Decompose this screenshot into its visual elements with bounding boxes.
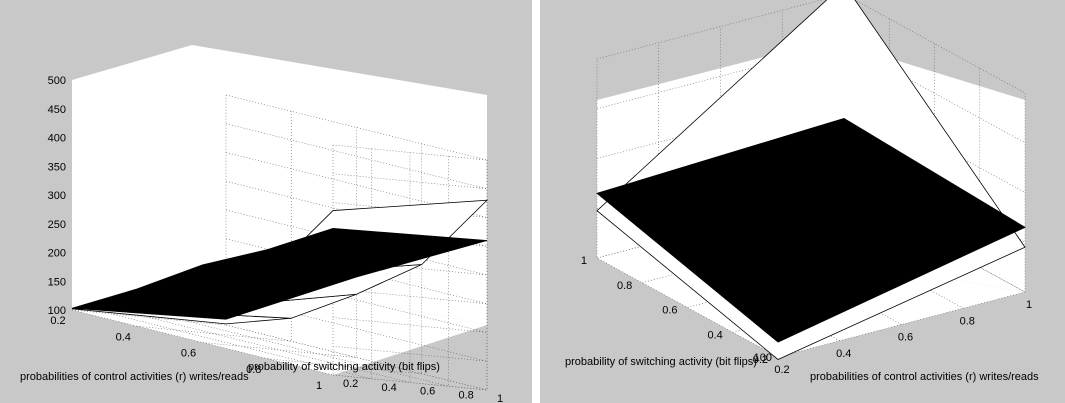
z-tick-label: 500	[48, 75, 66, 87]
x-tick-label: 1	[316, 380, 322, 392]
z-tick-label: 100	[48, 305, 66, 317]
z-tick-label: 200	[48, 248, 66, 260]
x-tick-label: 0.4	[836, 348, 851, 360]
right-plot-y-axis-label: probability of switching activity (bit f…	[565, 356, 757, 368]
x-gridline	[332, 160, 488, 391]
x-tick-label: 0.8	[960, 315, 975, 327]
z-gridline	[225, 123, 488, 190]
z-gridline	[225, 295, 488, 362]
z-tick-label: 400	[754, 203, 772, 215]
z-tick-label: 300	[48, 190, 66, 202]
x-gridline	[267, 143, 423, 375]
x-gridline	[71, 95, 227, 326]
x-tick-label: 0.4	[116, 331, 131, 343]
z-tick-label: 350	[48, 161, 66, 173]
y-tick-label: 0.8	[459, 389, 474, 401]
right-3d-plot-panel: 100 200 300 400 500 0.2 0.4 0.6 0.8 1 0.2 0.4 0.6 0.8…	[540, 0, 1065, 403]
surface-1-patch	[267, 227, 488, 260]
y-tick-label: 0.4	[707, 329, 722, 341]
x-tick-label: 0.2	[774, 364, 789, 376]
y-tick-label: 0.4	[382, 382, 397, 394]
x-tick-label: 0.6	[898, 332, 913, 344]
y-tick-label: 1	[581, 255, 587, 267]
z-tick-label: 250	[48, 219, 66, 231]
left-plot-back-wall-rear	[72, 45, 192, 310]
x-tick-label: 1	[1026, 299, 1032, 311]
y-tick-label: 1	[497, 393, 503, 403]
left-plot-y-axis-label: probability of switching activity (bit f…	[248, 361, 440, 373]
right-plot-x-axis-label: probabilities of control activities (r) …	[810, 371, 1039, 383]
z-gridline	[225, 94, 488, 161]
surface-1-patch	[596, 117, 1026, 343]
x-gridline	[202, 127, 357, 358]
z-tick-label: 200	[754, 302, 772, 314]
y-tick-label: 0.2	[343, 378, 358, 390]
y-tick-label: 0.2	[753, 354, 768, 366]
z-tick-label: 100	[754, 352, 772, 364]
z-tick-label: 150	[48, 276, 66, 288]
y-tick-label: 0.6	[662, 305, 677, 317]
x-tick-label: 0.2	[50, 315, 65, 327]
x-gridline	[137, 111, 292, 342]
x-tick-label: 0.8	[246, 364, 261, 376]
z-tick-label: 300	[754, 253, 772, 265]
z-gridline	[225, 238, 488, 305]
z-gridline	[225, 267, 488, 333]
left-plot-x-axis-label: probabilities of control activities (r) …	[20, 371, 249, 383]
z-tick-label: 500	[754, 153, 772, 165]
y-tick-label: 0.6	[420, 386, 435, 398]
y-tick-label: 0.8	[617, 280, 632, 292]
z-tick-label: 450	[48, 104, 66, 116]
right-3d-surface-plot: 100 200 300 400 500 0.2 0.4 0.6 0.8 1 0.2 0.4 0.6 0.8…	[565, 0, 1039, 383]
z-tick-label: 400	[48, 133, 66, 145]
left-3d-plot-panel: 100 150 200 250 300 350 400 450 500 0.2 0.4 0.6 0.8 1…	[0, 0, 532, 403]
x-tick-label: 0.6	[181, 348, 196, 360]
left-3d-surface-plot: 100 150 200 250 300 350 400 450 500 0.2 0.4 0.6 0.8 1…	[20, 45, 503, 403]
